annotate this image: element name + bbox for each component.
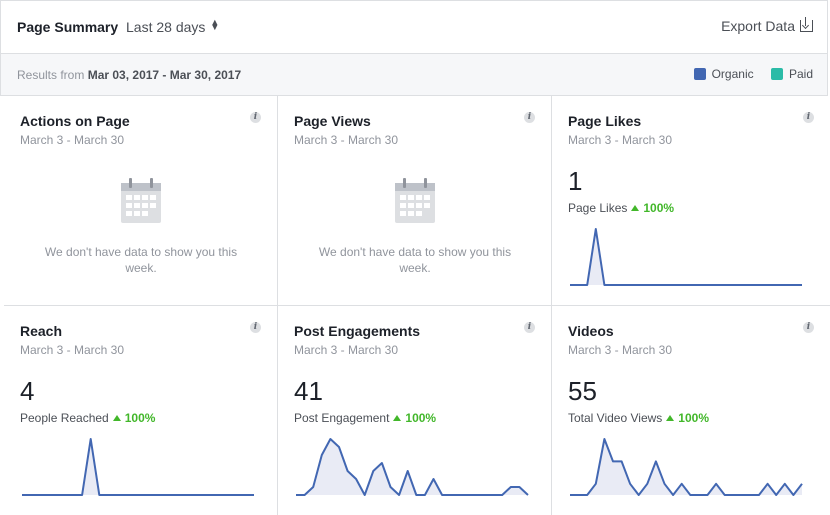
no-data-message: We don't have data to show you this week…	[44, 245, 238, 275]
sparkline	[296, 438, 529, 496]
sparkline-series-line	[570, 438, 803, 496]
sparkline-area	[570, 229, 802, 285]
paid-swatch	[770, 68, 783, 80]
card-videos[interactable]: Videos March 3 - March 30 i 55 Total Vid…	[552, 306, 830, 515]
info-icon[interactable]: i	[803, 322, 814, 333]
card-post-engagements[interactable]: Post Engagements March 3 - March 30 i 41…	[278, 306, 552, 515]
metric-change: 100%	[678, 411, 709, 425]
results-prefix: Results from	[17, 68, 85, 82]
page-title: Page Summary	[17, 19, 119, 35]
sparkline	[570, 228, 802, 286]
card-reach[interactable]: Reach March 3 - March 30 i 4 People Reac…	[4, 306, 278, 515]
card-title: Actions on Page	[20, 113, 130, 129]
sparkline-area	[570, 439, 802, 495]
legend: Organic Paid	[680, 67, 813, 81]
results-date-range: Mar 03, 2017 - Mar 30, 2017	[87, 68, 242, 82]
sparkline	[22, 438, 254, 496]
card-title: Videos	[568, 323, 614, 339]
legend-paid-label: Paid	[788, 67, 813, 81]
legend-paid[interactable]: Paid	[770, 67, 813, 81]
up-arrow-icon	[393, 415, 402, 421]
sort-caret-icon: ▲ ▼	[210, 17, 220, 32]
results-range: Results from Mar 03, 2017 - Mar 30, 2017	[17, 68, 241, 82]
period-label: Last 28 days	[126, 19, 206, 35]
metric-value: 1	[568, 166, 583, 196]
card-page-likes[interactable]: Page Likes March 3 - March 30 i 1 Page L…	[552, 96, 830, 306]
card-date: March 3 - March 30	[20, 343, 125, 357]
info-icon[interactable]: i	[250, 322, 261, 333]
sparkline-area	[296, 439, 528, 495]
calendar-icon	[121, 178, 161, 223]
metric-change: 100%	[124, 411, 156, 425]
legend-organic-label: Organic	[711, 67, 754, 81]
calendar-icon	[395, 178, 435, 223]
metric-value: 41	[294, 376, 323, 406]
export-data-button[interactable]: Export Data	[721, 17, 813, 34]
metric-summary: Post Engagement 100%	[294, 411, 436, 425]
sparkline-series-line	[570, 228, 802, 286]
legend-organic[interactable]: Organic	[693, 67, 754, 81]
up-arrow-icon	[666, 415, 675, 421]
sparkline-series-line	[296, 438, 529, 496]
info-icon[interactable]: i	[524, 112, 535, 123]
metric-label: People Reached	[20, 411, 109, 425]
metric-change: 100%	[405, 411, 437, 425]
no-data-message: We don't have data to show you this week…	[318, 245, 512, 275]
metric-label: Post Engagement	[294, 411, 390, 425]
metric-value: 4	[20, 376, 35, 406]
results-bar: Results from Mar 03, 2017 - Mar 30, 2017…	[0, 54, 828, 96]
metric-label: Page Likes	[568, 201, 628, 215]
metrics-grid: Actions on Page March 3 - March 30 i We …	[0, 96, 830, 515]
card-title: Page Likes	[568, 113, 642, 129]
card-date: March 3 - March 30	[294, 133, 399, 147]
download-icon	[800, 17, 813, 32]
metric-summary: People Reached 100%	[20, 411, 155, 425]
card-date: March 3 - March 30	[568, 133, 673, 147]
card-actions-on-page[interactable]: Actions on Page March 3 - March 30 i We …	[4, 96, 278, 306]
card-date: March 3 - March 30	[568, 343, 673, 357]
metric-change: 100%	[643, 201, 675, 215]
up-arrow-icon	[112, 415, 121, 421]
export-label: Export Data	[721, 18, 795, 34]
summary-header: Page Summary Last 28 days ▲ ▼ Export Data	[0, 0, 828, 54]
card-date: March 3 - March 30	[294, 343, 399, 357]
metric-summary: Page Likes 100%	[568, 201, 674, 215]
sparkline-area	[22, 439, 254, 495]
card-title: Reach	[20, 323, 63, 339]
card-date: March 3 - March 30	[20, 133, 125, 147]
sparkline	[570, 438, 803, 496]
metric-value: 55	[568, 376, 597, 406]
sparkline-series-line	[22, 438, 254, 496]
period-dropdown[interactable]: Last 28 days ▲ ▼	[126, 17, 220, 36]
info-icon[interactable]: i	[250, 112, 261, 123]
card-title: Page Views	[294, 113, 371, 129]
metric-label: Total Video Views	[568, 411, 663, 425]
organic-swatch	[693, 68, 706, 80]
up-arrow-icon	[631, 205, 640, 211]
info-icon[interactable]: i	[803, 112, 814, 123]
info-icon[interactable]: i	[524, 322, 535, 333]
card-title: Post Engagements	[294, 323, 421, 339]
card-page-views[interactable]: Page Views March 3 - March 30 i We don't…	[278, 96, 552, 306]
metric-summary: Total Video Views 100%	[568, 411, 709, 425]
